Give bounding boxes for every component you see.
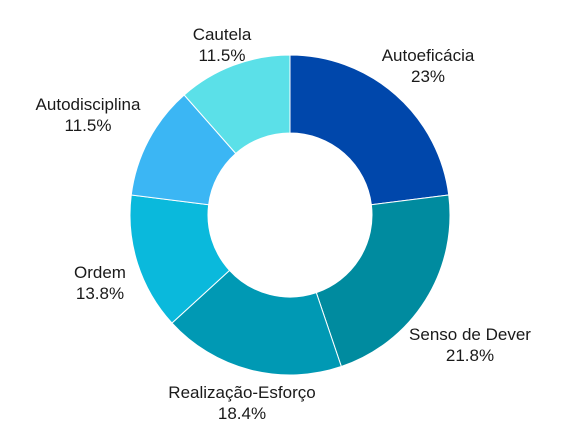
slice-percent-label: 23% — [411, 67, 445, 86]
slice-cautela — [183, 54, 291, 155]
slice-autoeficacia — [289, 54, 450, 206]
slice-label: Realização-Esforço — [168, 383, 315, 402]
slice-label: Cautela — [193, 25, 252, 44]
slice-percent-label: 11.5% — [199, 46, 246, 65]
slice-label: Autodisciplina — [36, 95, 141, 114]
slice-labels: Autoeficácia 23% Senso de Dever 21.8% Realiz… — [36, 25, 532, 423]
slice-realizacao-esforco — [171, 269, 342, 376]
slice-senso-de-dever — [315, 194, 451, 368]
slice-label: Ordem — [74, 263, 126, 282]
slice-percent-label: 18.4% — [218, 404, 266, 423]
slice-label: Senso de Dever — [409, 325, 531, 344]
slice-percent-label: 13.8% — [76, 284, 124, 303]
donut-slices — [129, 54, 451, 376]
slice-percent-label: 11.5% — [65, 116, 112, 135]
slice-label: Autoeficácia — [382, 46, 475, 65]
slice-percent-label: 21.8% — [446, 346, 494, 365]
